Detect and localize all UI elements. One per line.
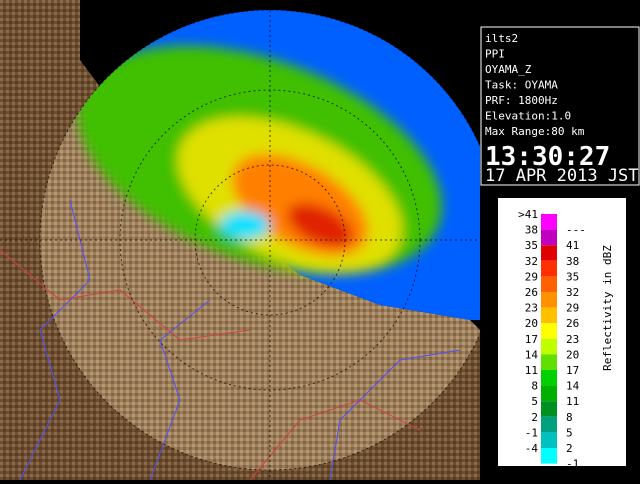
legend-high: 17: [566, 364, 579, 377]
legend-high: 35: [566, 270, 579, 283]
legend-swatch: [541, 401, 557, 417]
info-line: Task: OYAMA: [485, 79, 558, 92]
legend-high: 26: [566, 317, 579, 330]
legend-swatch: [541, 338, 557, 355]
rivers: [0, 199, 461, 480]
legend-swatch: [541, 276, 557, 292]
info-text: ilts2 PPI OYAMA_Z Task: OYAMA PRF: 1800Hz Ele…: [485, 32, 585, 138]
legend-high: 29: [566, 302, 579, 315]
legend-low: 5: [531, 395, 538, 408]
legend-swatch: [541, 448, 557, 464]
legend-swatch: [541, 323, 557, 339]
legend-high: 11: [566, 395, 579, 408]
legend-low: 2: [531, 411, 538, 424]
legend-swatch: [541, 307, 557, 324]
legend-low: -1: [525, 426, 538, 439]
legend-swatch: [541, 416, 557, 433]
legend-swatch: [541, 370, 557, 386]
legend-high: ---: [566, 224, 586, 237]
legend-high: 32: [566, 286, 579, 299]
range-rings: [0, 0, 500, 480]
legend-low: 23: [525, 302, 538, 315]
legend-high: 8: [566, 411, 573, 424]
legend-swatch: [541, 385, 557, 402]
legend-high: 38: [566, 255, 579, 268]
legend-low: 29: [525, 270, 538, 283]
legend-high: 5: [566, 426, 573, 439]
info-line: Max Range:80 km: [485, 125, 585, 138]
legend-low: 20: [525, 317, 538, 330]
legend-high: 2: [566, 442, 573, 455]
time: 13:30:27: [485, 142, 610, 172]
legend-high: 23: [566, 333, 579, 346]
info-line: PRF: 1800Hz: [485, 94, 558, 107]
legend-low: 32: [525, 255, 538, 268]
info-line: Elevation:1.0: [485, 110, 571, 123]
legend-panel: [498, 198, 626, 466]
legend-high: 14: [566, 380, 580, 393]
legend-swatch: [541, 229, 557, 246]
legend-low: >41: [518, 208, 538, 221]
legend-low: 8: [531, 380, 538, 393]
info-panel: [480, 26, 640, 186]
date: 17 APR 2013 JST: [485, 166, 639, 186]
legend-swatch: [541, 245, 557, 261]
legend-low: 38: [525, 224, 538, 237]
map: [0, 0, 500, 480]
info-line: PPI: [485, 48, 505, 61]
legend-low: 17: [525, 333, 538, 346]
legend-high: 20: [566, 348, 579, 361]
legend-swatch: [541, 354, 557, 370]
legend-swatch: [541, 214, 557, 230]
legend-low: 26: [525, 286, 538, 299]
legend-low: 11: [525, 364, 538, 377]
legend-label: Reflectivity in dBZ: [601, 245, 614, 371]
legend-low: 14: [525, 348, 539, 361]
legend-low: -4: [525, 442, 539, 455]
legend-swatch: [541, 260, 557, 277]
legend-swatch: [541, 292, 557, 308]
legend-swatch: [541, 432, 557, 448]
info-line: OYAMA_Z: [485, 63, 532, 76]
legend-high: 41: [566, 239, 579, 252]
legend: >41 --- 38 41 35 38 32 35 29 32 26 29 23 26 20 23 17 20 14…: [518, 208, 586, 471]
legend-low: 35: [525, 239, 538, 252]
legend-high: -1: [566, 458, 579, 471]
info-line: ilts2: [485, 32, 518, 45]
